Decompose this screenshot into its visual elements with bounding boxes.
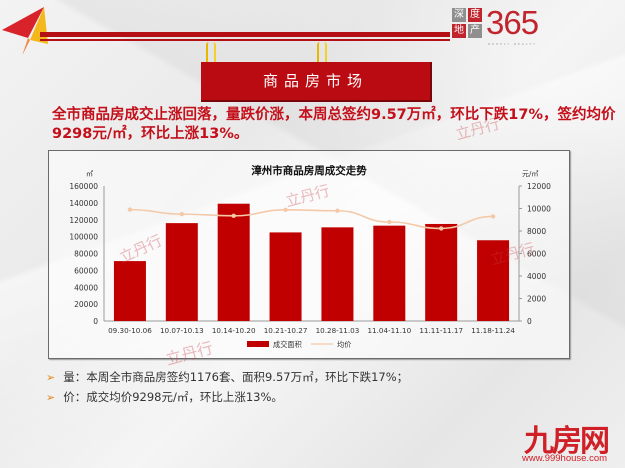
x-tick-label: 11.11-11.17 [419,326,463,335]
left-tick-label: 120000 [69,216,98,225]
logo-char: 产 [468,24,482,38]
x-tick-label: 11.18-11.24 [471,326,515,335]
left-tick-label: 20000 [74,300,98,309]
right-tick-label: 4000 [527,272,546,281]
right-tick-label: 12000 [527,182,551,191]
price-point [490,214,496,219]
x-tick-label: 10.21-10.27 [264,326,308,335]
bar [425,223,458,321]
footer-logo: 九房网 www.999house.com [522,420,622,466]
bar [165,223,198,321]
price-point [127,207,133,212]
logo-char: 深 [452,8,466,22]
arrow-right-icon: ➢ [46,370,56,384]
legend-bar-label: 成交面积 [273,340,302,349]
bar [217,203,250,321]
x-tick-label: 10.28-11.03 [316,326,360,335]
rope-decoration [317,42,327,66]
bullet-list: ➢ 量：本周全市商品房签约1176套、面积9.57万㎡，环比下跌17%； ➢ 价… [46,367,408,407]
x-tick-label: 11.04-11.10 [367,326,411,335]
right-tick-label: 2000 [527,295,546,304]
chart-title: 漳州市商品房周成交走势 [251,165,367,177]
right-unit: 元/㎡ [522,170,538,178]
left-tick-label: 0 [93,317,98,326]
legend-bar-swatch [247,341,269,347]
brand-logo: 深 度 地 产 365 DEEPLY REALTY [452,4,622,48]
bar [321,227,354,321]
right-tick-label: 6000 [527,250,546,259]
price-point [335,208,340,213]
price-point [387,219,392,225]
header-rail [40,32,450,41]
x-tick-label: 10.07-10.13 [160,326,204,335]
price-line [129,208,494,230]
left-tick-label: 100000 [69,233,98,242]
left-tick-label: 140000 [69,199,98,208]
bullet-item: ➢ 量：本周全市商品房签约1176套、面积9.57万㎡，环比下跌17%； [46,367,408,387]
x-tick-label: 09.30-10.06 [108,326,152,335]
left-unit: ㎡ [86,170,93,178]
price-point [179,211,185,217]
bullet-text: 价：成交均价9298元/㎡，环比上涨13%。 [63,390,283,404]
price-point [283,207,288,213]
logo-subtitle: DEEPLY REALTY [488,42,537,46]
combo-chart: 1600001400001200001000008000060000400002… [69,170,551,349]
price-point [231,213,236,219]
chart-container: 漳州市商品房周成交走势 160000 140000 120000 100000 8000… [48,150,570,359]
right-tick-label: 0 [527,317,532,326]
rope-decoration [206,42,216,66]
section-banner: 商品房市场 [201,62,432,102]
paper-plane-icon [2,7,48,54]
bar [269,232,302,321]
price-point [438,226,444,231]
logo-number: 365 [486,4,539,41]
logo-char: 地 [452,24,466,38]
footer-logo-name: 九房网 [524,424,610,459]
bullet-text: 量：本周全市商品房签约1176套、面积9.57万㎡，环比下跌17%； [63,370,409,384]
section-title: 商品房市场 [262,72,368,90]
right-tick-label: 10000 [527,205,551,214]
bullet-item: ➢ 价：成交均价9298元/㎡，环比上涨13%。 [46,387,408,407]
x-tick-label: 10.14-10.20 [212,326,256,335]
arrow-right-icon: ➢ [46,390,56,404]
legend-line-label: 均价 [337,340,351,349]
footer-logo-url: www.999house.com [522,453,608,464]
right-tick-label: 8000 [527,227,546,236]
left-tick-label: 160000 [69,182,98,191]
left-tick-label: 80000 [74,250,98,259]
logo-char: 度 [468,8,482,22]
bar [477,240,510,321]
bar [373,225,406,321]
left-tick-label: 40000 [74,283,98,292]
bar [113,261,146,321]
left-tick-label: 60000 [74,266,98,275]
headline-summary: 全市商品房成交止涨回落，量跌价涨，本周总签约9.57万㎡，环比下跌17%，签约均… [52,107,616,142]
